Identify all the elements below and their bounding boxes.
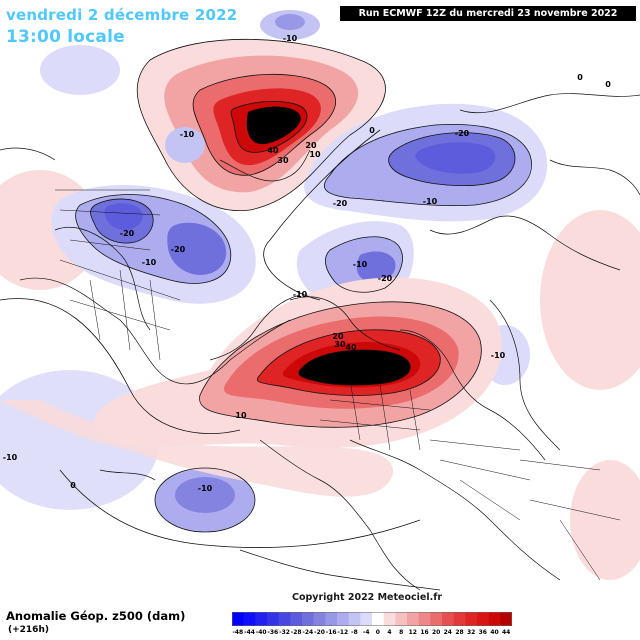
legend-tick-label: 20 [432,629,441,636]
legend-swatch [243,612,256,626]
legend-tick-label: 8 [399,629,404,636]
legend-tick-label: 4 [387,629,392,636]
legend-tick-label: -20 [314,629,325,636]
contour-label: 20 [332,332,344,341]
legend-tick-label: 44 [502,629,511,636]
contour-label: 10 [309,150,321,159]
legend-tick-label: -12 [337,629,349,636]
legend-tick-label: -24 [302,629,314,636]
siberian-trough [304,103,548,222]
contour-label: 40 [345,343,357,352]
contour-label: -10 [353,260,368,269]
contour-label: -10 [293,290,308,299]
legend-tick-label: 40 [490,629,499,636]
legend-tick-label: 28 [455,629,464,636]
contour-label: 50 [343,371,355,380]
legend-swatch [232,612,244,626]
legend-tick-label: -16 [325,629,337,636]
contour-label: -10 [198,484,213,493]
contour-lines [0,38,532,548]
legend-swatch [255,612,268,626]
legend-swatch [313,612,326,626]
legend-swatch [337,612,349,626]
legend-tick-label: -28 [290,629,302,636]
anomaly-field [0,10,640,580]
legend-tick-label: 24 [443,629,452,636]
copyright-text: Copyright 2022 Meteociel.fr [292,592,443,603]
contour-label: -20 [455,129,470,138]
legend-swatch [395,612,408,626]
contour-label: 30 [334,340,346,349]
legend-tick-label: -48 [232,629,244,636]
contour-label: -10 [491,351,506,360]
legend-swatch [442,612,454,626]
legend-tick-label: -40 [255,629,267,636]
lead-time-label: (+216h) [8,625,49,635]
legend-frame [232,612,512,626]
legend-swatch [278,612,291,626]
legend-swatch [477,612,489,626]
legend-swatch [488,612,501,626]
greenland-scandinavia-ridge [94,277,502,448]
contour-label: -20 [333,199,348,208]
contour-label: -10 [142,258,157,267]
borders [55,189,621,581]
legend-tick-label: -32 [279,629,290,636]
legend-tick-label: -44 [244,629,255,636]
contour-label: -10 [180,130,195,139]
contour-labels: -10 -10 40 30 20 10 0 -20 -20 -10 -20 -1… [3,34,611,493]
legend-tick-label: 16 [420,629,429,636]
legend-swatch [267,612,279,626]
contour-label: -20 [120,229,135,238]
contour-label: 30 [277,156,289,165]
legend-swatch [500,612,512,626]
legend-swatch [325,612,338,626]
coastlines [0,93,640,591]
legend-swatch [360,612,373,626]
legend-tick-labels: -48 -44 -40 -36 -32 -28 -24 -20 -16 -12 -8 -4 0 4 8 12 1… [232,629,512,639]
legend-swatch [302,612,314,626]
legend-tick-label: 0 [375,629,380,636]
contour-label: 0 [577,73,583,82]
contour-label: -20 [378,274,393,283]
legend-tick-label: 32 [467,629,476,636]
legend-tick-label: 12 [408,629,417,636]
contour-label: 10 [235,411,247,420]
atlantic-trough [155,468,255,532]
contour-label: 0 [605,80,611,89]
forecast-date-title: vendredi 2 décembre 2022 [6,6,238,24]
legend-swatch [430,612,443,626]
forecast-time-title: 13:00 locale [6,27,125,47]
contour-label: 0 [369,126,375,135]
legend-swatch [348,612,361,626]
contour-label: -20 [171,245,186,254]
legend-swatch [465,612,478,626]
legend-swatch [290,612,303,626]
run-info-banner: Run ECMWF 12Z du mercredi 23 novembre 20… [340,6,636,21]
contour-label: -10 [423,197,438,206]
legend-tick-label: 36 [478,629,487,636]
product-label: Anomalie Géop. z500 (dam) [6,609,186,623]
legend-swatch [418,612,431,626]
legend-tick-label: -8 [351,629,358,636]
contour-label: -10 [283,34,298,43]
contour-label: 20 [305,141,317,150]
legend-tick-label: -4 [362,629,370,636]
contour-label: 0 [70,481,76,490]
contour-label: -10 [3,453,18,462]
legend-color-scale [232,612,512,626]
contour-label: 40 [267,146,279,155]
legend-tick-label: -36 [267,629,279,636]
legend-swatch [407,612,419,626]
legend-swatch [453,612,466,626]
legend-swatch [383,612,396,626]
legend-swatch [372,612,384,626]
